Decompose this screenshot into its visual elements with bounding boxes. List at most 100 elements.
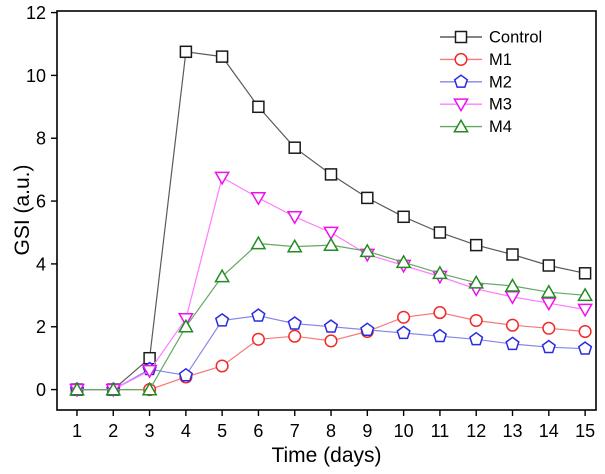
series-m3-point (540, 297, 557, 312)
legend-item-control: Control (440, 29, 542, 47)
series-m4-point (395, 254, 412, 269)
series-control-point (397, 210, 410, 224)
series-control-point (361, 191, 374, 205)
series-m4-point (250, 235, 267, 250)
y-tick-label: 0 (36, 380, 46, 400)
series-m4-point (323, 237, 339, 251)
series-control-point (215, 50, 229, 63)
series-m2-point (469, 331, 484, 346)
x-tick-label: 13 (503, 421, 523, 441)
series-m2-point (505, 336, 520, 351)
y-axis-title: GSI (a.u.) (11, 164, 34, 256)
x-tick-label: 6 (253, 421, 263, 441)
y-tick-label: 10 (26, 66, 46, 86)
legend-item-m1: M1 (440, 51, 512, 69)
series-m1-point (215, 359, 229, 373)
series-m1-point (578, 324, 592, 339)
series-m1-point (469, 313, 483, 328)
series-control-point (433, 226, 447, 239)
series-m3-point (141, 364, 158, 379)
series-m2-point (178, 367, 194, 382)
x-tick-label: 12 (466, 421, 486, 441)
series-m4-point (105, 381, 122, 396)
series-m4-point (468, 274, 485, 289)
series-control-point (506, 248, 519, 261)
legend-label-m3: M3 (489, 96, 512, 114)
series-m4-point (69, 381, 85, 396)
legend-marker-m4-icon (453, 118, 469, 133)
series-m1-point (397, 310, 411, 324)
legend-item-m2: M2 (440, 73, 512, 91)
series-m4-point (540, 284, 557, 299)
series-control-point (288, 141, 301, 154)
plot-border (56, 10, 597, 411)
y-tick-label: 12 (26, 3, 46, 23)
legend-item-m4: M4 (440, 118, 512, 136)
legend-label-m2: M2 (489, 73, 512, 91)
series-m2-point (541, 339, 556, 354)
series-control-point (252, 100, 265, 114)
x-tick-label: 11 (431, 421, 450, 441)
series-m1-point (288, 329, 302, 343)
series-m4-point (141, 381, 158, 396)
x-tick-label: 2 (108, 421, 118, 441)
x-tick-label: 15 (575, 421, 595, 441)
series-m3-point (323, 226, 339, 241)
series-m2-point (360, 322, 375, 336)
series-m4-point (286, 238, 303, 253)
y-tick-label: 8 (36, 129, 46, 149)
series-m1-point (324, 334, 338, 348)
x-tick-label: 8 (326, 421, 336, 441)
series-m1-point (505, 318, 520, 332)
series-m3-point (577, 303, 593, 318)
series-m2-point (251, 308, 266, 322)
series-m3-point (250, 192, 267, 206)
series-control-point (179, 45, 193, 59)
series-control-point (469, 238, 483, 252)
series-control-point (324, 168, 338, 181)
legend-label-m4: M4 (489, 118, 512, 136)
series-m4-point (504, 277, 521, 292)
x-axis: 1 2 3 4 5 6 7 8 9 10 11 12 13 14 15 (72, 410, 595, 441)
x-tick-label: 7 (290, 421, 300, 441)
series-m3-point (504, 291, 521, 305)
series-m2-point (214, 312, 230, 327)
series-m4-point (178, 318, 194, 333)
series-control (70, 45, 592, 396)
x-tick-label: 14 (539, 421, 559, 441)
series-m4-point (359, 243, 376, 258)
x-tick-label: 10 (394, 421, 414, 441)
series-m2-point (577, 341, 593, 355)
series-m1-point (433, 306, 447, 320)
legend-label-m1: M1 (489, 51, 512, 69)
y-tick-label: 4 (36, 254, 46, 274)
y-tick-label: 2 (36, 317, 46, 337)
x-tick-label: 1 (72, 421, 82, 441)
series-m1-point (251, 332, 265, 346)
x-tick-label: 9 (362, 421, 372, 441)
series-m4-point (214, 268, 230, 283)
x-axis-title: Time (days) (271, 444, 382, 467)
series-m3-point (286, 210, 303, 225)
x-tick-label: 4 (181, 421, 191, 441)
legend-label-control: Control (489, 29, 542, 47)
series-m3-point (214, 171, 230, 186)
series-m2-point (287, 316, 302, 330)
x-tick-label: 5 (217, 421, 227, 441)
series-m4-point (577, 287, 593, 302)
legend-marker-control-icon (454, 30, 468, 44)
series-control-point (578, 267, 592, 280)
legend-marker-m2-icon (453, 74, 469, 88)
y-tick-label: 6 (36, 192, 46, 212)
series-m2-point (432, 328, 448, 343)
series-control-point (542, 259, 556, 272)
series-m2-point (323, 319, 339, 333)
series-m2-point (396, 325, 411, 340)
legend-marker-m1-icon (454, 52, 468, 66)
legend-item-m3: M3 (440, 96, 512, 114)
series-m4-point (432, 265, 448, 280)
y-axis: 0 2 4 6 8 10 12 (26, 3, 57, 400)
x-tick-label: 3 (145, 421, 155, 441)
